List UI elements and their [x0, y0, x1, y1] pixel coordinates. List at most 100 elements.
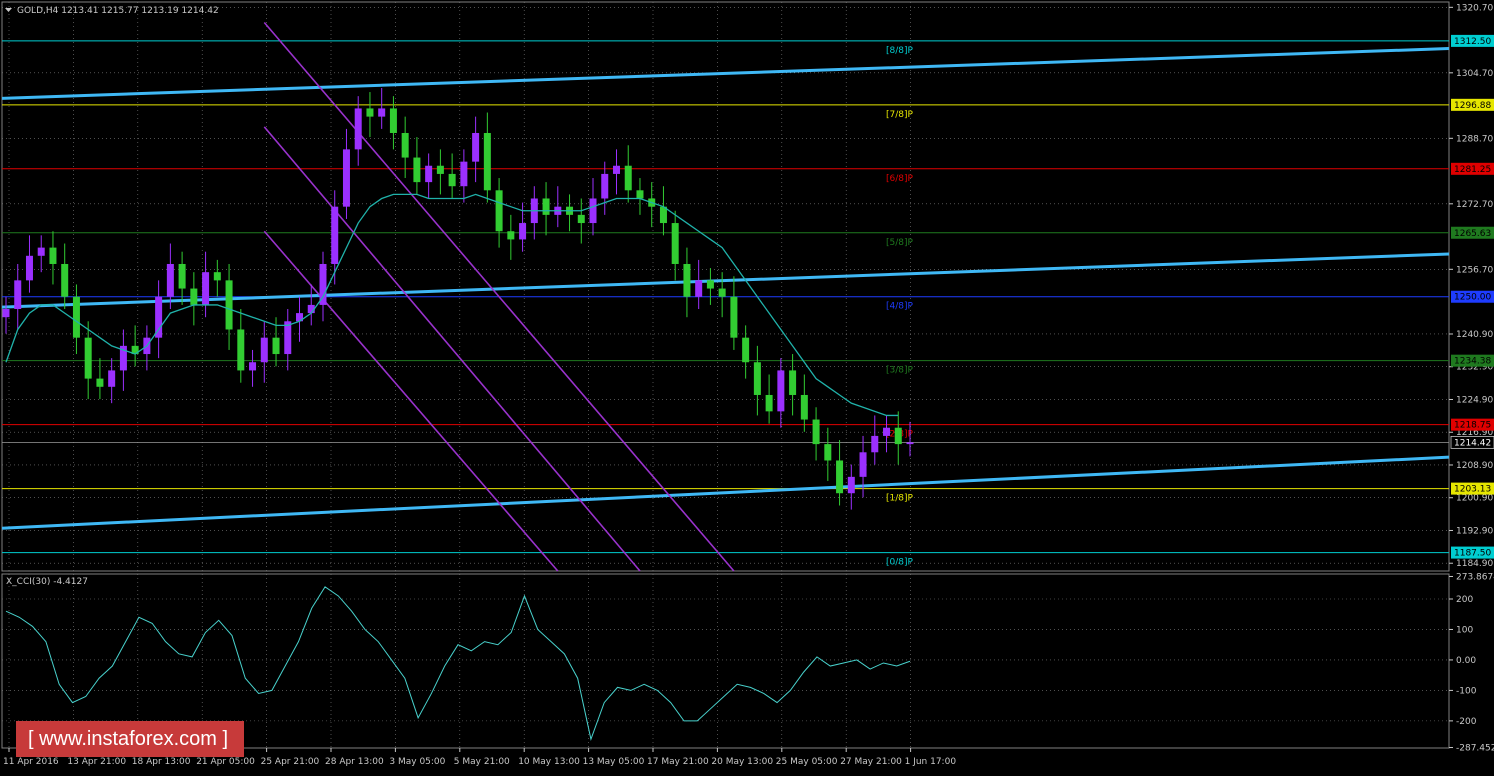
moving-average: [5, 193, 899, 417]
level-price-box: [1451, 34, 1494, 47]
time-tick-label: 21 Apr 05:00: [196, 757, 255, 767]
candle-body: [542, 198, 550, 215]
level-price-label: 1187.50: [1454, 549, 1491, 559]
price-tick-label: 1256.70: [1456, 265, 1493, 275]
candle-body: [800, 394, 808, 420]
trend-line: [1, 455, 1450, 530]
level-label: [7/8]P: [886, 110, 914, 120]
ma-series-line: [5, 193, 899, 417]
candle-body: [612, 165, 620, 174]
candle-body: [225, 280, 233, 330]
current-price-label: 1214.42: [1454, 438, 1491, 448]
time-axis: 11 Apr 2016 13 Apr 21:00 18 Apr 13:00 21 Ap…: [3, 748, 956, 767]
level-label: [3/8]P: [886, 366, 914, 376]
candle-body: [812, 419, 820, 445]
candle-body: [166, 263, 174, 297]
candle-body: [25, 255, 33, 281]
time-tick-label: 25 May 05:00: [776, 757, 838, 767]
candle-body: [119, 345, 127, 371]
cci-title: X_CCI(30) -4.4127: [6, 577, 88, 587]
candle-body: [389, 108, 397, 133]
time-tick-label: 11 Apr 2016: [3, 757, 59, 767]
level-price-label: 1296.88: [1454, 101, 1491, 111]
candles: [2, 87, 914, 510]
candle-body: [483, 132, 491, 191]
candle-body: [742, 337, 750, 363]
main-grid: [2, 2, 1449, 571]
price-tick-label: 1304.70: [1456, 69, 1493, 79]
murrey-levels: [8/8]P[7/8]P[6/8]P[5/8]P[4/8]P[3/8]P[2/8…: [2, 40, 1449, 568]
title-dropdown-icon[interactable]: [5, 8, 12, 12]
candle-body: [871, 435, 879, 453]
level-price-label: 1203.13: [1454, 485, 1491, 495]
candle-body: [413, 157, 421, 183]
price-tick-label: 1192.90: [1456, 526, 1493, 536]
level-price-box: [1451, 98, 1494, 111]
candle-body: [683, 263, 691, 297]
level-price-label: 1281.25: [1454, 165, 1491, 175]
candle-body: [331, 206, 339, 264]
channel-line: [263, 126, 641, 572]
candle-body: [460, 161, 468, 187]
candle-body: [636, 190, 644, 199]
candle-body: [730, 296, 738, 338]
level-label: [5/8]P: [886, 238, 914, 248]
candle-body: [37, 247, 45, 256]
candle-body: [671, 223, 679, 264]
candle-body: [84, 337, 92, 379]
time-tick-label: 28 Apr 13:00: [325, 757, 384, 767]
time-tick-label: 13 May 05:00: [583, 757, 645, 767]
candle-body: [296, 313, 304, 322]
candle-body: [718, 288, 726, 297]
level-label: [4/8]P: [886, 302, 914, 312]
price-tick-label: 1232.90: [1456, 363, 1493, 373]
channel-lines: [263, 21, 735, 572]
candle-body: [906, 442, 914, 445]
current-price-box: [1450, 435, 1494, 449]
main-plot-frame: [1, 1, 1450, 572]
candle-body: [659, 206, 667, 224]
level-price-label: 1312.50: [1454, 37, 1491, 47]
cci-series-line: [5, 586, 911, 741]
candle-body: [260, 337, 268, 363]
price-tick-label: 1288.70: [1456, 134, 1493, 144]
trend-line: [1, 47, 1450, 100]
level-price-box: [1451, 226, 1494, 239]
trend-lines: [1, 47, 1450, 530]
time-tick-label: 17 May 21:00: [647, 757, 709, 767]
main-chart-title: GOLD,H4 1213.41 1215.77 1213.19 1214.42: [17, 6, 219, 16]
time-tick-label: 27 May 21:00: [840, 757, 902, 767]
candle-body: [577, 214, 585, 224]
cci-tick-label: 200: [1456, 595, 1473, 605]
candle-body: [472, 132, 480, 162]
time-tick-label: 18 Apr 13:00: [132, 757, 191, 767]
price-tick-label: 1216.90: [1456, 428, 1493, 438]
candle-body: [342, 149, 350, 207]
candle-body: [14, 280, 22, 310]
candle-body: [213, 272, 221, 281]
candle-body: [401, 132, 409, 158]
price-axis: 1320.70 1304.70 1288.70 1272.70 1256.70 1240.…: [1449, 3, 1494, 569]
candle-body: [495, 190, 503, 232]
candle-body: [307, 304, 315, 314]
price-tick-label: 1240.90: [1456, 330, 1493, 340]
candle-body: [237, 329, 245, 371]
level-label: [0/8]P: [886, 558, 914, 568]
price-tick-label: 1208.90: [1456, 461, 1493, 471]
level-price-label: 1234.38: [1454, 357, 1491, 367]
channel-line: [263, 230, 559, 572]
level-price-label: 1218.75: [1454, 421, 1491, 431]
candle-body: [202, 272, 210, 305]
candle-body: [61, 263, 69, 297]
time-tick-label: 20 May 13:00: [711, 757, 773, 767]
level-label: [1/8]P: [886, 494, 914, 504]
candle-body: [155, 296, 163, 338]
candle-body: [272, 337, 280, 355]
candle-body: [131, 345, 139, 355]
candle-body: [859, 452, 867, 477]
candle-body: [507, 231, 515, 240]
